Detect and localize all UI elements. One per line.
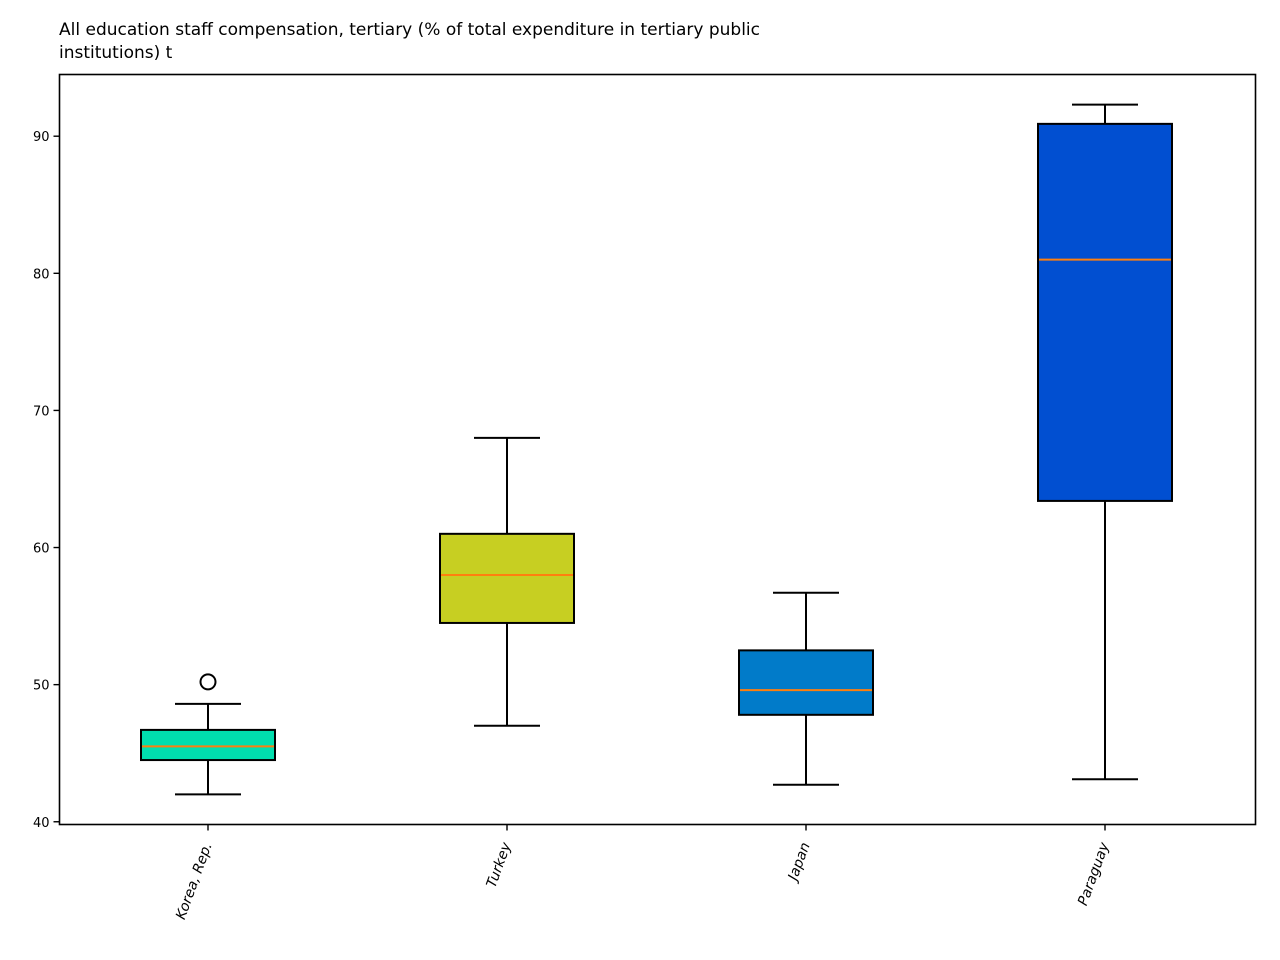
y-tick-label: 40: [33, 816, 50, 831]
y-tick-label: 60: [33, 542, 50, 557]
y-tick-label: 80: [33, 267, 50, 282]
box-group: [1037, 103, 1173, 781]
y-tick-label: 70: [33, 404, 50, 419]
box-group: [738, 591, 874, 786]
x-axis: Korea, Rep. Turkey Japan Paraguay: [173, 824, 1113, 922]
x-category-label: Korea, Rep.: [173, 840, 216, 921]
box-body: [1037, 122, 1173, 502]
box-body: [140, 728, 276, 762]
box-group: [140, 673, 276, 796]
outlier-point: [199, 673, 217, 691]
y-tick-label: 50: [33, 679, 50, 694]
chart-title-line-1: All education staff compensation, tertia…: [59, 20, 760, 40]
chart-title-line-2: institutions) t: [59, 43, 173, 63]
box-body: [439, 532, 575, 624]
box-body: [738, 649, 874, 716]
plot-area: [140, 103, 1173, 796]
x-category-label: Japan: [784, 840, 813, 885]
box-group: [439, 436, 575, 727]
y-tick-label: 90: [33, 130, 50, 145]
y-axis: 40 50 60 70 80 90: [33, 130, 60, 831]
plot-frame: [58, 73, 1257, 826]
x-category-label: Paraguay: [1075, 840, 1113, 908]
x-category-label: Turkey: [484, 840, 515, 890]
